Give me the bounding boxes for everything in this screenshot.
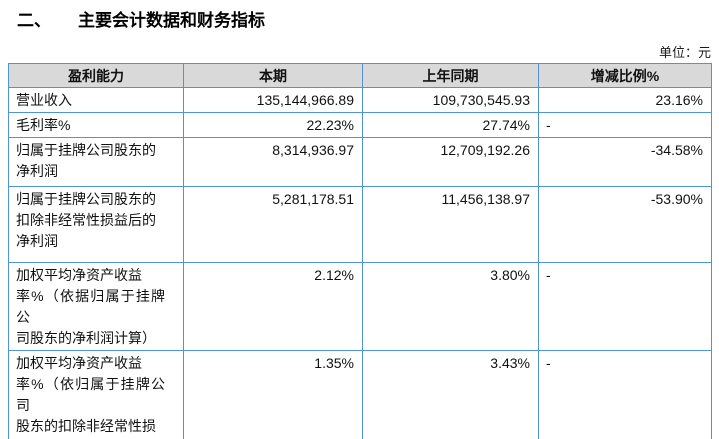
financial-indicators-table: 盈利能力 本期 上年同期 增减比例% 营业收入 135,144,966.89 1… xyxy=(8,63,712,439)
header-prior-period: 上年同期 xyxy=(362,63,539,88)
unit-label: 单位：元 xyxy=(658,45,711,60)
row-change-value: - xyxy=(538,262,712,351)
table-row: 归属于挂牌公司股东的 扣除非经常性损益后的 净利润 5,281,178.51 1… xyxy=(8,186,712,263)
row-current-value: 22.23% xyxy=(183,112,363,138)
row-label: 营业收入 xyxy=(8,87,184,113)
header-profitability: 盈利能力 xyxy=(8,63,184,88)
row-change-value: 23.16% xyxy=(538,87,712,113)
row-current-value: 8,314,936.97 xyxy=(183,137,363,187)
row-current-value: 2.12% xyxy=(183,262,363,351)
section-number: 二、 xyxy=(17,11,51,30)
row-label: 加权平均净资产收益 率%（依据归属于挂牌公 司股东的净利润计算） xyxy=(8,262,184,351)
row-current-value: 1.35% xyxy=(183,350,363,439)
row-current-value: 5,281,178.51 xyxy=(183,186,363,263)
row-change-value: - xyxy=(538,350,712,439)
table-row: 毛利率% 22.23% 27.74% - xyxy=(8,112,712,138)
page-title-text: 主要会计数据和财务指标 xyxy=(78,11,265,30)
row-prior-value: 11,456,138.97 xyxy=(362,186,539,263)
row-label: 加权平均净资产收益 率%（依归属于挂牌公司 股东的扣除非经常性损 益后的净利润计… xyxy=(8,350,184,439)
row-change-value: -34.58% xyxy=(538,137,712,187)
table-row: 加权平均净资产收益 率%（依归属于挂牌公司 股东的扣除非经常性损 益后的净利润计… xyxy=(8,350,712,439)
row-label: 毛利率% xyxy=(8,112,184,138)
row-change-value: -53.90% xyxy=(538,186,712,263)
row-prior-value: 12,709,192.26 xyxy=(362,137,539,187)
table-row: 归属于挂牌公司股东的 净利润 8,314,936.97 12,709,192.2… xyxy=(8,137,712,187)
row-prior-value: 27.74% xyxy=(362,112,539,138)
header-change-ratio: 增减比例% xyxy=(538,63,712,88)
table-row: 营业收入 135,144,966.89 109,730,545.93 23.16… xyxy=(8,87,712,113)
row-change-value: - xyxy=(538,112,712,138)
table-header-row: 盈利能力 本期 上年同期 增减比例% xyxy=(8,63,712,88)
row-current-value: 135,144,966.89 xyxy=(183,87,363,113)
row-prior-value: 3.43% xyxy=(362,350,539,439)
row-label: 归属于挂牌公司股东的 扣除非经常性损益后的 净利润 xyxy=(8,186,184,263)
header-current-period: 本期 xyxy=(183,63,363,88)
row-prior-value: 3.80% xyxy=(362,262,539,351)
page-title: 二、 主要会计数据和财务指标 xyxy=(17,6,265,31)
row-label: 归属于挂牌公司股东的 净利润 xyxy=(8,137,184,187)
table-row: 加权平均净资产收益 率%（依据归属于挂牌公 司股东的净利润计算） 2.12% 3… xyxy=(8,262,712,351)
row-prior-value: 109,730,545.93 xyxy=(362,87,539,113)
